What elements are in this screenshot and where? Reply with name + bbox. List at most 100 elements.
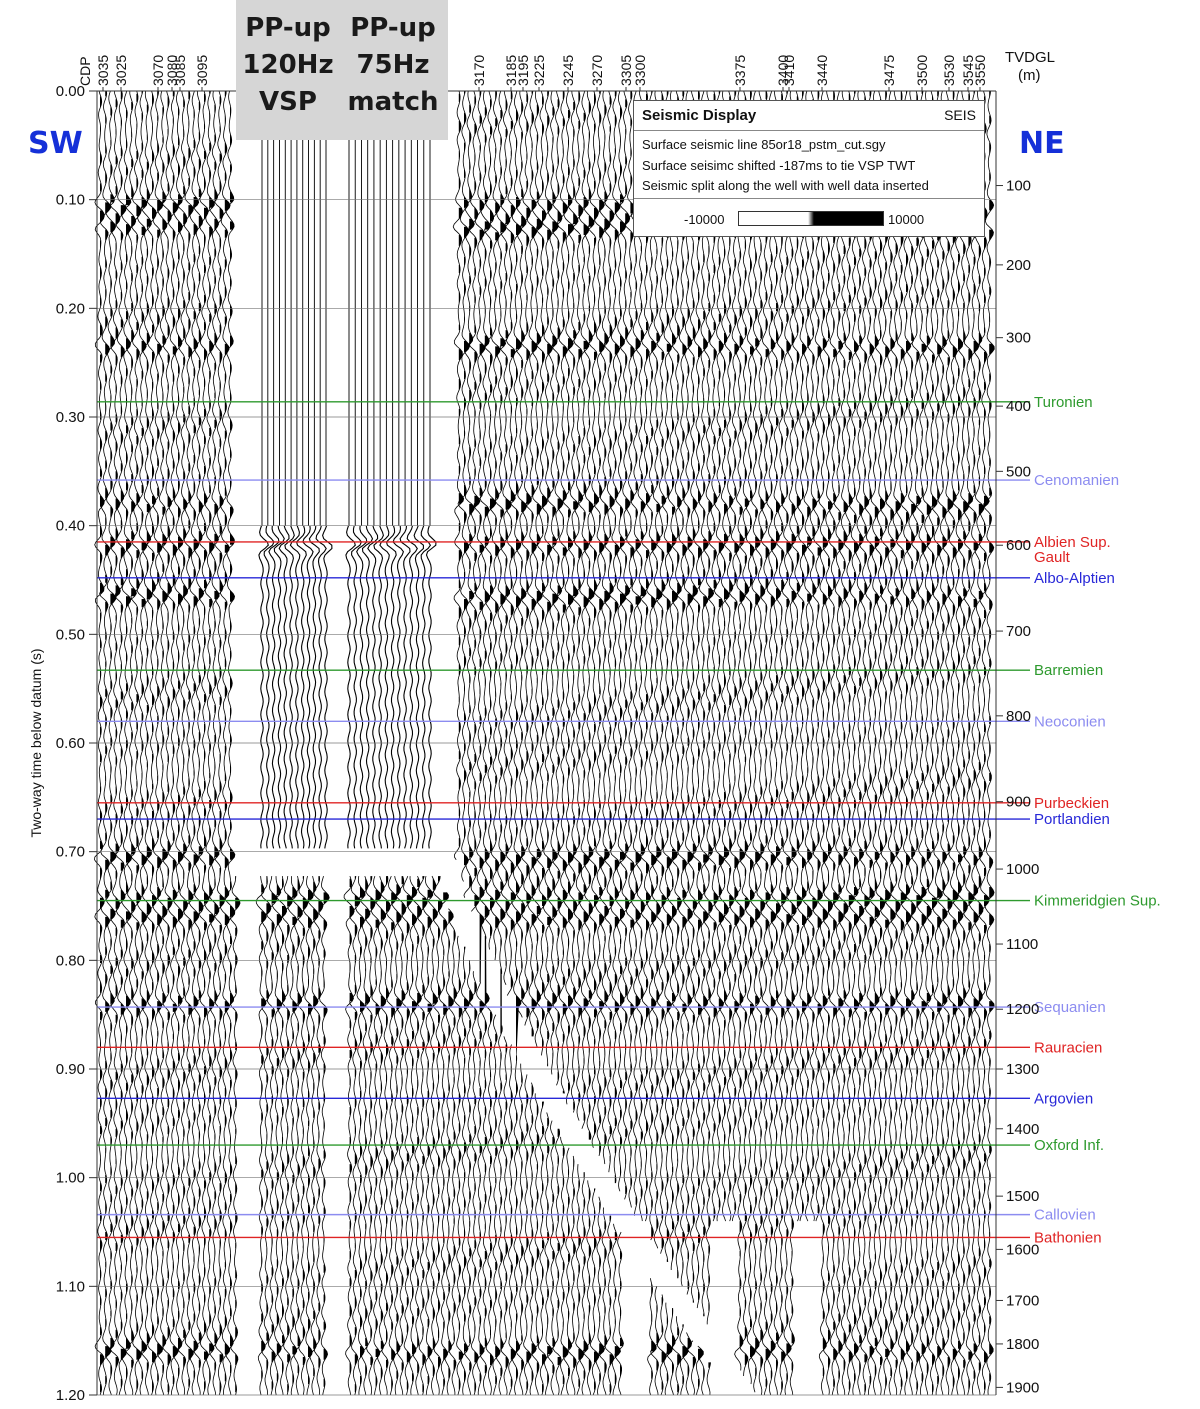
seismic-trace-fill [698,91,704,1387]
cdp-tick-label: 3375 [732,55,748,86]
seismic-trace-fill [578,91,584,1387]
seismic-trace-fill [287,876,293,1393]
legend-title: Seismic Display [642,107,757,124]
seismic-trace-fill [323,892,330,1387]
seismic-trace [423,876,434,1396]
seismic-trace-fill [765,91,771,1387]
seismic-trace-fill [100,96,105,1393]
y-tick-label: 0.20 [56,300,85,317]
seismic-trace-fill [417,878,422,1374]
seismic-trace-fill [427,889,433,1385]
seismic-trace-fill [869,91,875,1385]
seismic-trace-fill [968,93,975,1390]
seismic-trace-fill [458,93,464,1390]
seismic-trace-fill [630,91,636,1186]
y-tick-label: 1.20 [56,1387,85,1404]
seismic-trace-fill [292,887,298,1385]
legend-code: SEIS [944,107,976,123]
seismic-trace-fill [126,91,132,1379]
seismic-trace-fill [198,101,204,1368]
cdp-tick-label: 3410 [781,55,797,86]
seismic-trace-fill [973,91,979,1379]
vsp-75hz-wiggle [356,525,368,849]
seismic-trace-fill [703,91,709,1379]
seismic-trace-fill [406,876,413,1390]
seismic-trace-fill [531,91,538,1382]
depth-tick-label: 400 [1006,398,1031,415]
seismic-trace [255,876,267,1396]
seismic-trace [416,875,428,1396]
depth-tick-label: 300 [1006,330,1031,347]
seismic-trace [729,90,741,1222]
seismic-trace-fill [828,101,833,1368]
y-tick-label: 0.60 [56,735,85,752]
vsp-75hz-line3: match [347,87,439,117]
seismic-trace-fill [807,107,813,1203]
seismic-trace-fill [984,96,990,1390]
seismic-trace-fill [469,104,475,1371]
vsp-75hz-wiggle [361,525,374,849]
seismic-trace-fill [370,876,376,1366]
seismic-trace [593,90,606,1396]
seismic-trace-fill [146,104,153,1371]
seismic-trace [276,876,288,1396]
seismic-trace-fill [958,91,964,1379]
horizon-label: Argovien [1034,1090,1093,1107]
seismic-trace-fill [677,96,682,1393]
legend-colorbar [738,211,884,226]
vsp-120hz-wiggle [295,525,307,849]
seismic-trace-fill [900,91,907,1387]
seismic-trace-fill [219,96,225,1393]
seismic-trace-fill [750,91,756,1357]
vsp-120hz-wiggle [302,525,314,849]
depth-tick-label: 500 [1006,463,1031,480]
cdp-tick-label: 3070 [150,55,166,86]
vsp-120hz-line1: PP-up [245,13,331,43]
seismic-trace [639,90,652,1222]
seismic-trace-fill [796,96,802,1192]
y-tick-label: 1.10 [56,1278,85,1295]
seismic-trace [391,876,403,1396]
y-tick-label: 0.40 [56,518,85,535]
seismic-trace-fill [235,876,240,1393]
legend-divider [634,130,984,131]
cdp-tick-label: 3500 [914,55,930,86]
legend-line-3: Seismic split along the well with well d… [642,178,929,193]
seismic-trace-fill [448,911,454,1379]
grid-lines [97,90,996,1396]
seismic-trace-fill [573,101,579,1368]
seismic-trace-fill [152,93,157,1393]
seismic-trace-fill [692,99,698,1368]
horizon-label: Gault [1034,549,1071,566]
seismic-trace [707,90,719,1222]
horizon-label: Portlandien [1034,811,1110,828]
vsp-75hz-wiggle [420,525,432,849]
y-tick-label: 0.10 [56,192,85,209]
seismic-trace-fill [204,93,210,1390]
seismic-trace-fill [724,104,730,1200]
depth-tick-label: 600 [1006,537,1031,554]
seismic-trace [438,892,449,1396]
seismic-trace [682,90,694,1396]
cdp-tick-label: 3185 [503,55,519,86]
horizon-label: Sequanien [1034,999,1106,1016]
seismic-trace-fill [354,876,361,1393]
seismic-display-legend: Seismic Display SEIS Surface seismic lin… [633,100,985,237]
cdp-tick-label: 3080 [164,55,180,86]
seismic-trace-fill [401,876,406,1371]
seismic-trace-fill [297,878,303,1374]
seismic-trace-fill [443,892,449,1387]
seismic-trace-fill [276,884,282,1382]
seismic-trace-fill [547,91,553,1385]
axes: 0.00 0.10 0.20 0.30 0.40 0.50 0.60 0.70 0.80 0.90… [28,49,1055,1404]
seismic-trace-fill [926,107,932,1374]
seismic-trace-fill [833,91,839,1387]
seismic-trace-fill [422,876,428,1393]
seismic-trace-fill [640,101,647,1197]
seismic-trace [386,875,398,1396]
seismic-trace-fill [874,107,880,1376]
horizon-label: Rauracien [1034,1039,1102,1056]
seismic-trace-fill [495,91,501,1385]
depth-tick-label: 100 [1006,178,1031,195]
